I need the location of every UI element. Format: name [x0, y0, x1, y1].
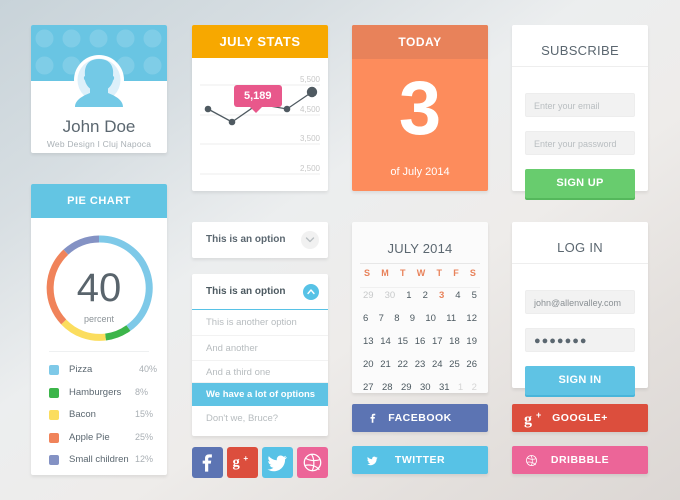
- svg-text:2,500: 2,500: [300, 164, 321, 173]
- svg-text:3,500: 3,500: [300, 134, 321, 143]
- svg-text:5,500: 5,500: [300, 75, 321, 84]
- svg-text:+: +: [243, 454, 248, 463]
- svg-text:4,500: 4,500: [300, 105, 321, 114]
- svg-text:g: g: [232, 454, 240, 470]
